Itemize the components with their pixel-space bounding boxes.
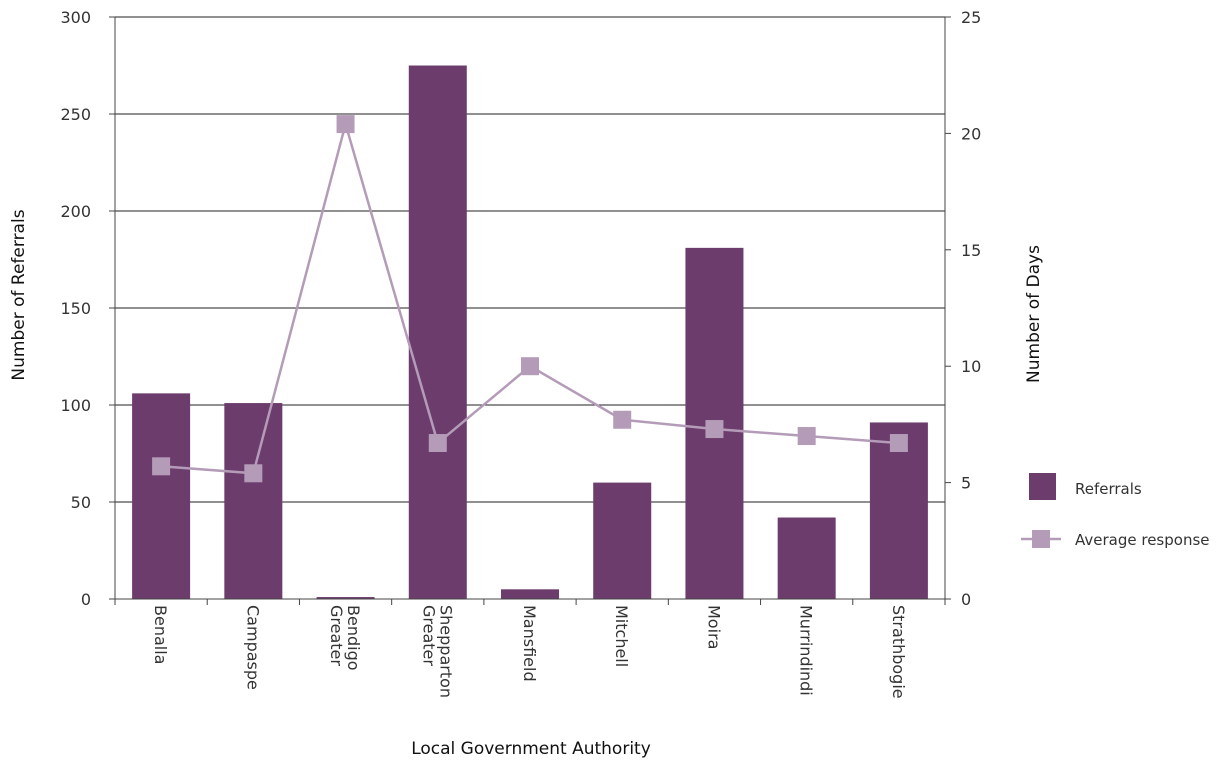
left-axis-ticks: 0 50 100 150 200 250 300 (60, 8, 115, 609)
category-label-line: Shepparton (436, 605, 455, 698)
category-label-line: Mansfield (520, 605, 539, 682)
line-marker (521, 357, 539, 376)
category-label-line: Bendigo (344, 605, 363, 671)
line-marker (705, 420, 724, 439)
bar-series (132, 65, 928, 600)
right-axis-ticks: 0 5 10 15 20 25 (945, 8, 981, 609)
bar (316, 597, 375, 599)
legend-referrals-label: Referrals (1075, 480, 1142, 498)
legend: Referrals Average response (1021, 473, 1210, 549)
category-label: Campaspe (243, 605, 262, 690)
category-label-line: Greater (327, 605, 346, 666)
y-tick-label: 300 (60, 8, 91, 27)
category-label-line: Moira (704, 605, 723, 649)
bar (777, 517, 836, 599)
y2-tick-label: 5 (961, 474, 971, 493)
y-tick-label: 200 (60, 202, 91, 221)
y2-tick-label: 0 (961, 590, 971, 609)
y-axis-title: Number of Referrals (9, 209, 29, 380)
bar (501, 589, 559, 599)
x-axis-title: Local Government Authority (411, 739, 651, 759)
line-marker (889, 434, 908, 453)
line-marker (336, 115, 355, 134)
y-tick-label: 0 (81, 590, 91, 609)
category-label: Mitchell (612, 605, 631, 667)
y2-tick-label: 20 (961, 124, 981, 143)
y2-tick-label: 25 (961, 8, 981, 27)
line-series (152, 115, 908, 483)
category-label-line: Mitchell (612, 605, 631, 667)
category-label: Strathbogie (889, 605, 908, 699)
y-tick-label: 50 (71, 493, 91, 512)
legend-average-response-marker (1032, 530, 1050, 548)
y2-tick-label: 15 (961, 241, 981, 260)
legend-average-response-label: Average response (1075, 531, 1210, 549)
line-marker (613, 410, 632, 429)
category-label-line: Campaspe (243, 605, 262, 690)
category-label-line: Greater (419, 605, 438, 666)
category-label-line: Benalla (151, 605, 170, 664)
bar (593, 482, 652, 599)
bar (132, 393, 191, 599)
y-tick-label: 100 (60, 396, 91, 415)
line-marker (244, 464, 263, 483)
y-tick-label: 250 (60, 105, 91, 124)
line-marker (797, 427, 816, 446)
category-label-line: Strathbogie (889, 605, 908, 699)
category-label: Benalla (151, 605, 170, 664)
y-tick-label: 150 (60, 299, 91, 318)
bar (408, 65, 467, 599)
category-label-line: Murrindindi (797, 605, 816, 696)
bar (224, 403, 283, 599)
legend-referrals-swatch (1029, 473, 1056, 500)
category-label: Moira (704, 605, 723, 649)
category-label: Murrindindi (797, 605, 816, 696)
y2-axis-title: Number of Days (1024, 245, 1044, 383)
line-marker (152, 457, 171, 476)
y2-tick-label: 10 (961, 357, 981, 376)
category-label: Mansfield (520, 605, 539, 682)
line-marker (428, 434, 447, 453)
